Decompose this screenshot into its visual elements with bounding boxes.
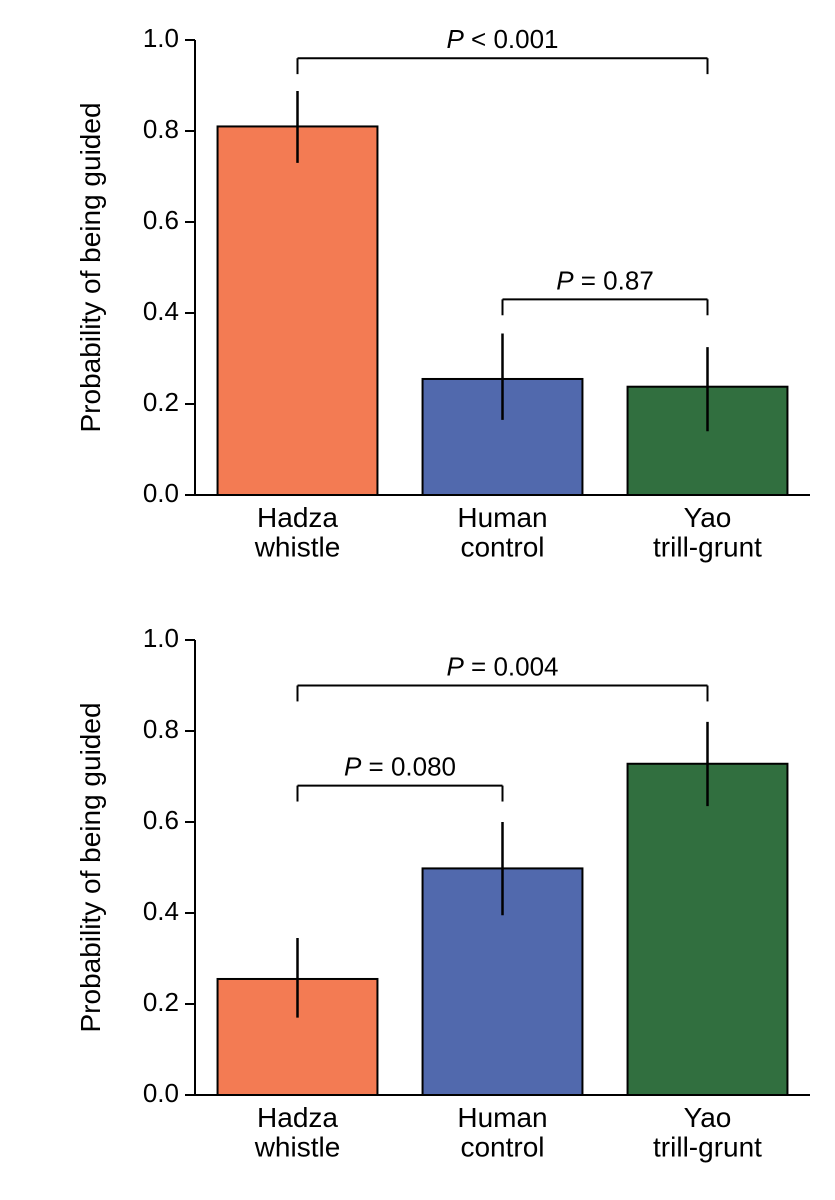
svg-text:0.4: 0.4 xyxy=(143,296,179,326)
svg-text:Probability of being guided: Probability of being guided xyxy=(75,102,106,432)
chart-b: 0.0 0.2 0.4 0.6 0.8 1.0 Probability of being g… xyxy=(0,0,835,600)
chart-c: 0.0 0.2 0.4 0.6 0.8 1.0 Probability of being g… xyxy=(0,600,835,1200)
svg-text:P = 0.004: P = 0.004 xyxy=(446,652,558,682)
svg-text:0.4: 0.4 xyxy=(143,896,179,926)
page: B 0.00.20.40.60.81.0Probability of being… xyxy=(0,0,835,1200)
svg-text:trill-grunt: trill-grunt xyxy=(653,531,762,562)
svg-text:whistle: whistle xyxy=(254,531,341,562)
svg-text:1.0: 1.0 xyxy=(143,623,179,653)
svg-text:0.2: 0.2 xyxy=(143,987,179,1017)
panel-c: C 0.00.20.40.60.81.0Probability of being… xyxy=(0,600,835,1200)
svg-text:P < 0.001: P < 0.001 xyxy=(446,24,558,54)
svg-text:1.0: 1.0 xyxy=(143,23,179,53)
svg-text:Yao: Yao xyxy=(684,1102,732,1133)
svg-text:0.8: 0.8 xyxy=(143,114,179,144)
svg-text:P = 0.080: P = 0.080 xyxy=(344,752,456,782)
svg-text:trill-grunt: trill-grunt xyxy=(653,1131,762,1162)
svg-text:whistle: whistle xyxy=(254,1131,341,1162)
svg-text:Yao: Yao xyxy=(684,502,732,533)
svg-text:Human: Human xyxy=(457,502,547,533)
svg-text:control: control xyxy=(460,531,544,562)
svg-text:0.6: 0.6 xyxy=(143,205,179,235)
svg-text:0.8: 0.8 xyxy=(143,714,179,744)
svg-text:control: control xyxy=(460,1131,544,1162)
svg-text:0.6: 0.6 xyxy=(143,805,179,835)
svg-text:0.0: 0.0 xyxy=(143,478,179,508)
svg-text:0.2: 0.2 xyxy=(143,387,179,417)
svg-text:Hadza: Hadza xyxy=(257,502,338,533)
svg-text:Probability of being guided: Probability of being guided xyxy=(75,702,106,1032)
svg-text:P = 0.87: P = 0.87 xyxy=(556,265,654,295)
svg-text:0.0: 0.0 xyxy=(143,1078,179,1108)
panel-b: B 0.00.20.40.60.81.0Probability of being… xyxy=(0,0,835,600)
svg-text:Hadza: Hadza xyxy=(257,1102,338,1133)
svg-text:Human: Human xyxy=(457,1102,547,1133)
